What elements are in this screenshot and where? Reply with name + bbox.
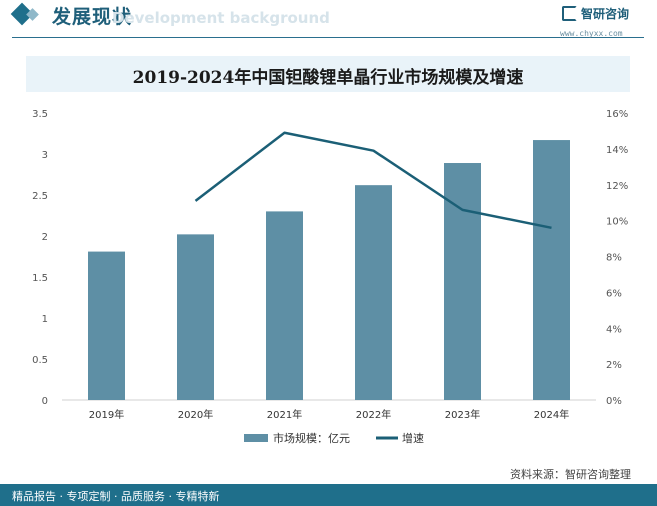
legend-bar-label: 市场规模：亿元 xyxy=(273,431,350,445)
x-tick-label: 2023年 xyxy=(445,408,480,421)
y-right-tick-label: 14% xyxy=(606,145,628,156)
chart-title: 2019-2024年中国钽酸锂单晶行业市场规模及增速 xyxy=(132,68,524,88)
line-growth-rate xyxy=(194,131,552,230)
bar-market-size xyxy=(177,234,214,400)
y-right-tick-label: 8% xyxy=(606,253,622,264)
y-right-tick-label: 6% xyxy=(606,288,622,299)
bar-market-size xyxy=(266,211,303,400)
chart-title-band xyxy=(26,56,630,92)
y-right-tick-label: 10% xyxy=(606,217,628,228)
x-tick-label: 2021年 xyxy=(267,408,302,421)
footer-tagline: 精品报告 · 专项定制 · 品质服务 · 专精特新 xyxy=(12,490,220,503)
footer-bar: 精品报告 · 专项定制 · 品质服务 · 专精特新 xyxy=(0,484,657,506)
bar-market-size xyxy=(355,185,392,400)
x-tick-label: 2024年 xyxy=(534,408,569,421)
bar-market-size xyxy=(533,140,570,400)
y-left-tick-label: 2 xyxy=(42,232,48,243)
bar-market-size xyxy=(88,251,125,400)
y-left-tick-label: 3.5 xyxy=(32,109,48,120)
y-left-tick-label: 1.5 xyxy=(32,273,48,284)
y-right-tick-label: 4% xyxy=(606,324,622,335)
y-left-tick-label: 2.5 xyxy=(32,191,48,202)
section-subtitle: Development background xyxy=(112,9,330,27)
x-tick-label: 2019年 xyxy=(89,408,124,421)
data-source: 资料来源：智研咨询整理 xyxy=(510,468,631,481)
y-left-tick-label: 1 xyxy=(42,314,48,325)
header-divider xyxy=(12,37,644,38)
y-left-tick-label: 0.5 xyxy=(32,355,48,366)
x-tick-label: 2022年 xyxy=(356,408,391,421)
legend-line-label: 增速 xyxy=(402,431,424,445)
brand-mark-icon xyxy=(562,5,577,21)
x-tick-label: 2020年 xyxy=(178,408,213,421)
y-right-tick-label: 16% xyxy=(606,109,628,120)
y-right-tick-label: 12% xyxy=(606,181,628,192)
y-right-tick-label: 0% xyxy=(606,396,622,407)
page-header: 发展现状 Development background xyxy=(0,0,657,44)
y-left-tick-label: 0 xyxy=(42,396,48,407)
brand-logo: 智研咨询 xyxy=(562,4,629,22)
brand-website: www.chyxx.com xyxy=(560,29,623,38)
y-right-tick-label: 2% xyxy=(606,360,622,371)
chart-area: 0 0.5 1 1.5 2 2.5 3 3.5 0% 2% 4% 6% 8% 10% 12% 14% 16% 20… xyxy=(32,109,628,445)
bar-market-size xyxy=(444,163,481,400)
y-left-tick-label: 3 xyxy=(42,150,48,161)
brand-name: 智研咨询 xyxy=(581,6,630,21)
section-title: 发展现状 xyxy=(52,6,133,28)
legend-bar-swatch xyxy=(244,434,268,442)
